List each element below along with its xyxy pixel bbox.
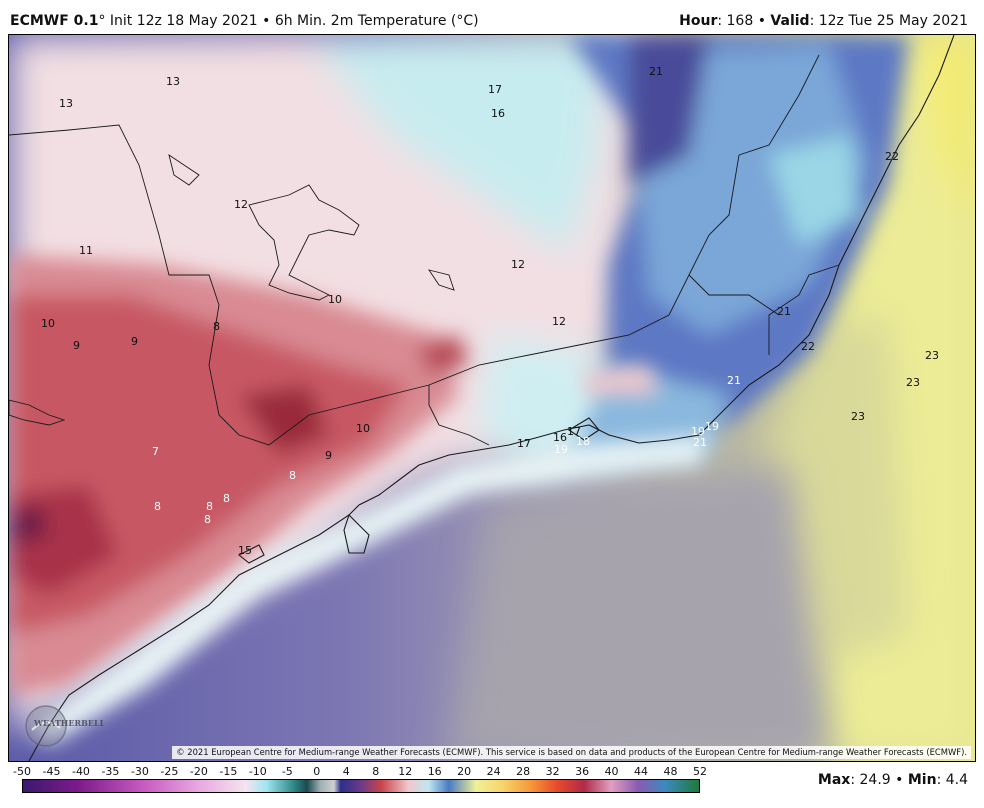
header-left: ECMWF 0.1° Init 12z 18 May 2021 • 6h Min… [10, 14, 479, 28]
colorbar-tick-label: 36 [575, 765, 590, 778]
temp-label: 16 [553, 431, 567, 444]
temp-label: 23 [851, 410, 865, 423]
min-label: Min [907, 772, 937, 788]
temp-label: 8 [154, 500, 161, 513]
state-borders [9, 54, 840, 446]
temp-label: 21 [649, 65, 663, 78]
temp-label: 23 [906, 376, 920, 389]
colorbar-tick-label: 40 [604, 765, 619, 778]
temp-label: 10 [328, 293, 342, 306]
cold-land-shading [9, 255, 659, 695]
colorbar-tick-label: -40 [71, 765, 90, 778]
temp-label: 22 [885, 150, 899, 163]
weatherbell-logo: WEATHERBELL [25, 705, 104, 747]
copyright-notice: © 2021 European Centre for Medium-range … [172, 746, 971, 759]
separator-dot: • [262, 13, 271, 29]
temp-label: 10 [356, 422, 370, 435]
valid-value: : 12z Tue 25 May 2021 [809, 13, 968, 29]
colorbar-tick-label: -45 [42, 765, 61, 778]
valid-label: Valid [770, 13, 810, 29]
temp-label: 17 [488, 83, 502, 96]
map-canvas: 13 13 17 16 21 12 11 12 10 10 9 9 8 12 2… [9, 35, 975, 761]
stats-separator: • [895, 772, 904, 788]
temp-label: 9 [131, 335, 138, 348]
coastal-strip-shading [29, 435, 709, 745]
map-header: ECMWF 0.1° Init 12z 18 May 2021 • 6h Min… [0, 0, 984, 34]
coastline [28, 35, 955, 761]
colorbar-tick-label: 16 [427, 765, 442, 778]
temp-label: 17 [517, 437, 531, 450]
header-right: Hour: 168 • Valid: 12z Tue 25 May 2021 [679, 14, 968, 28]
colorbar-legend: -50 -45 -40 -35 -30 -25 -20 -15 -10 -5 0 4 8 12 16 20 24… [0, 762, 984, 808]
logo-text: WEATHERBELL [33, 718, 104, 728]
separator-dot-2: • [757, 13, 766, 29]
temp-label: 16 [491, 107, 505, 120]
temp-label: 12 [552, 315, 566, 328]
cool-highlands-shading [569, 35, 909, 465]
colorbar-tick-label: 28 [516, 765, 531, 778]
temp-label: 23 [925, 349, 939, 362]
lake-outlines [9, 153, 455, 426]
colorbar-gradient [22, 779, 700, 793]
temp-label: 19 [554, 443, 568, 456]
colorbar-tick-label: 44 [634, 765, 649, 778]
temp-label: 18 [576, 435, 590, 448]
product-title: 6h Min. 2m Temperature (°C) [274, 13, 479, 29]
temp-label: 9 [325, 449, 332, 462]
temp-label: 13 [59, 97, 73, 110]
colorbar-tick-label: 32 [545, 765, 560, 778]
init-text: Init 12z 18 May 2021 [109, 13, 258, 29]
colorbar-tick-label: 0 [313, 765, 321, 778]
temp-label: 8 [213, 320, 220, 333]
colorbar-tick-label: -35 [101, 765, 120, 778]
colorbar-tick-label: -10 [248, 765, 267, 778]
temp-label: 21 [727, 374, 741, 387]
grey-ocean-shading [449, 465, 829, 761]
model-name: ECMWF 0.1 [10, 13, 99, 29]
temp-label: 9 [73, 339, 80, 352]
max-label: Max [817, 772, 851, 788]
temp-label: 19 [705, 420, 719, 433]
temp-label: 22 [801, 340, 815, 353]
colorbar-tick-label: 12 [398, 765, 413, 778]
colorbar-tick-label: 24 [486, 765, 501, 778]
colorbar-tick-label: 8 [372, 765, 380, 778]
temp-label: 21 [693, 436, 707, 449]
temp-label: 17 [567, 425, 581, 438]
colorbar-tick-label: -15 [219, 765, 238, 778]
temp-label: 8 [204, 513, 211, 526]
temp-label: 13 [166, 75, 180, 88]
temp-label: 8 [289, 469, 296, 482]
colorbar-tick-labels: -50 -45 -40 -35 -30 -25 -20 -15 -10 -5 0 4 8 12 16 20 24… [0, 765, 984, 779]
temp-label: 15 [238, 544, 252, 557]
temp-label: 21 [777, 305, 791, 318]
hour-value: : 168 [717, 13, 754, 29]
temperature-map: 13 13 17 16 21 12 11 12 10 10 9 9 8 12 2… [8, 34, 976, 762]
temp-label: 8 [206, 500, 213, 513]
model-degree: ° [98, 13, 106, 29]
colorbar-tick-label: -5 [281, 765, 293, 778]
colorbar-tick-label: -25 [160, 765, 179, 778]
temp-label: 11 [79, 244, 93, 257]
colorbar-tick-label: -20 [189, 765, 208, 778]
temp-label: 10 [41, 317, 55, 330]
temp-label: 12 [511, 258, 525, 271]
temp-label: 8 [223, 492, 230, 505]
max-value: : 24.9 [850, 772, 891, 788]
min-max-readout: Max: 24.9 • Min: 4.4 [818, 772, 968, 788]
colorbar-tick-label: 4 [342, 765, 350, 778]
colorbar-tick-label: -50 [13, 765, 31, 778]
temp-label: 19 [691, 425, 705, 438]
warm-east-shading [769, 35, 975, 761]
colorbar-tick-label: 52 [693, 765, 707, 778]
min-value: : 4.4 [936, 772, 968, 788]
temperature-labels: 13 13 17 16 21 12 11 12 10 10 9 9 8 12 2… [41, 65, 939, 557]
colorbar-tick-label: -30 [130, 765, 149, 778]
hour-label: Hour [679, 13, 718, 29]
temp-label: 12 [234, 198, 248, 211]
colorbar-tick-label: 20 [457, 765, 472, 778]
temp-label: 7 [152, 445, 159, 458]
colorbar-tick-label: 48 [663, 765, 678, 778]
